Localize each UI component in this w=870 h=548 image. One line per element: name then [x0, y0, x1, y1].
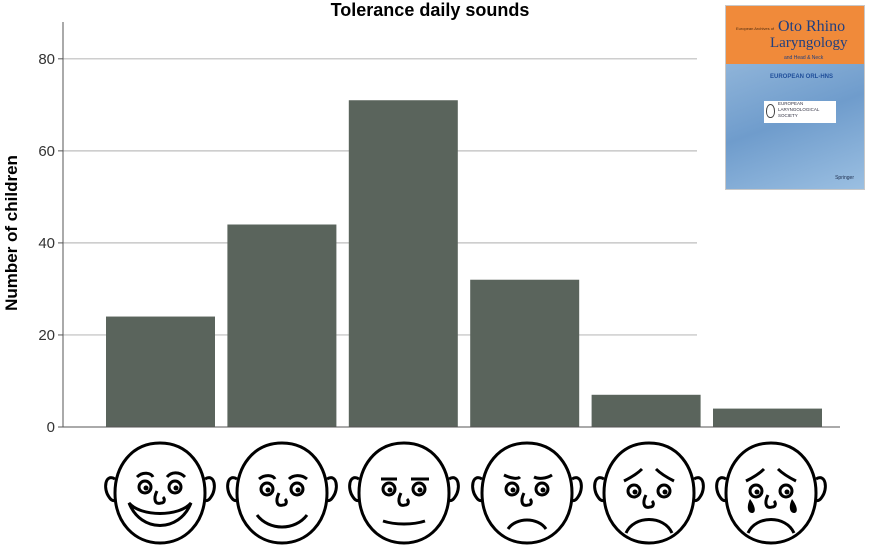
cover-logo-ring-icon	[766, 104, 775, 118]
cover-title-line3: and Head & Neck	[784, 55, 824, 61]
y-tick-label: 0	[47, 419, 55, 436]
cover-logo-els: EUROPEAN LARYNGOLOGICAL SOCIETY	[764, 101, 836, 123]
bar-1	[227, 224, 337, 427]
cover-background	[726, 64, 864, 189]
cover-title-line1: Oto Rhino	[778, 18, 846, 35]
slightly-sad-face-icon	[471, 441, 583, 545]
cover-logo-els-text: EUROPEAN LARYNGOLOGICAL SOCIETY	[778, 101, 820, 118]
cover-title-line2: Laryngology	[770, 35, 848, 51]
y-axis-title: Number of children	[2, 155, 21, 311]
y-tick-label: 40	[38, 235, 55, 252]
neutral-face-icon	[348, 441, 460, 545]
very-happy-face-icon	[104, 441, 216, 545]
bars	[106, 100, 822, 427]
cover-logo-orl-hns: EUROPEAN ORL-HNS	[770, 74, 834, 80]
bar-5	[713, 408, 822, 427]
y-tick-label: 20	[38, 327, 55, 344]
happy-face-icon	[226, 441, 338, 545]
sad-face-icon	[593, 441, 705, 545]
y-tick-label: 60	[38, 143, 55, 160]
cover-header-band	[726, 6, 864, 64]
cover-publisher: Springer	[835, 175, 854, 181]
journal-cover-image: European Archives of Oto Rhino Laryngolo…	[725, 5, 865, 190]
bar-4	[591, 394, 701, 427]
bar-0	[106, 316, 215, 427]
y-tick-label: 80	[38, 51, 55, 68]
cover-series-line: European Archives of	[736, 26, 775, 31]
bar-3	[470, 279, 580, 427]
bar-2	[348, 100, 458, 427]
y-tick-labels: 0 20 40 60 80	[38, 51, 63, 436]
crying-face-icon	[715, 441, 827, 545]
chart-title: Tolerance daily sounds	[331, 0, 530, 20]
